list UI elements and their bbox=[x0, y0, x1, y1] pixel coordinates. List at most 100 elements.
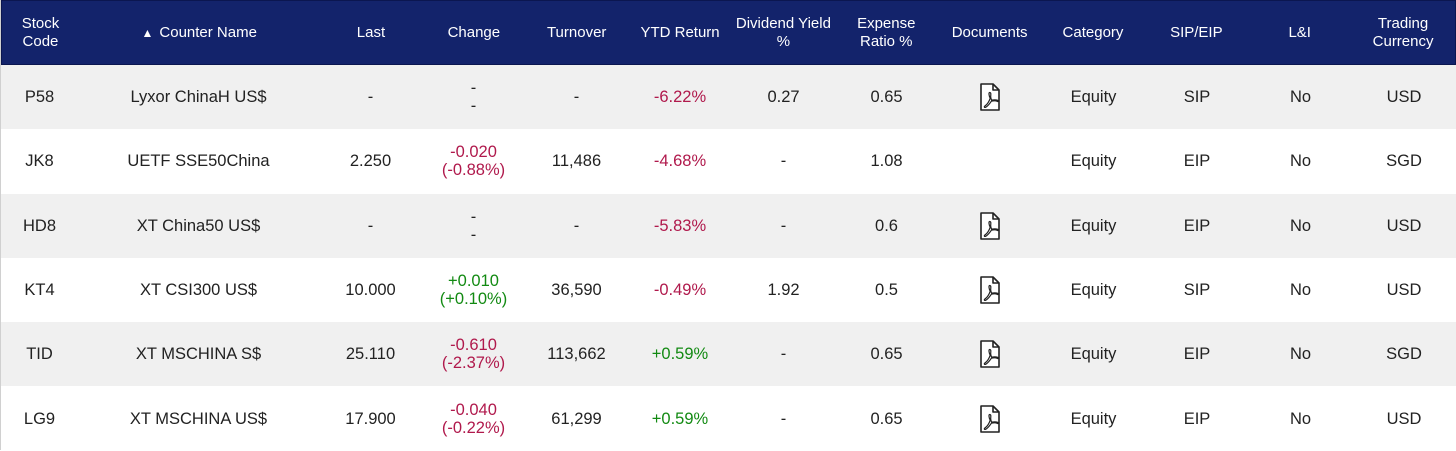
li-cell: No bbox=[1289, 152, 1312, 171]
stock-code-cell[interactable]: TID bbox=[26, 345, 53, 364]
table-body: P58 Lyxor ChinaH US$ - - - - -6.22% 0.27… bbox=[1, 65, 1456, 451]
stock-code-cell[interactable]: HD8 bbox=[22, 216, 56, 235]
pdf-document-icon[interactable] bbox=[978, 340, 1002, 369]
trading-currency-cell: USD bbox=[1386, 88, 1422, 107]
pdf-document-icon[interactable] bbox=[978, 211, 1002, 240]
change-absolute: -0.610 bbox=[450, 336, 497, 355]
documents-cell bbox=[938, 258, 1042, 322]
documents-cell bbox=[938, 322, 1042, 386]
last-price-cell: 2.250 bbox=[349, 152, 392, 171]
header-stock-code[interactable]: Stock Code bbox=[21, 14, 60, 50]
trading-currency-cell: SGD bbox=[1386, 152, 1422, 171]
trading-currency-cell: USD bbox=[1386, 281, 1422, 300]
sip-eip-cell: EIP bbox=[1183, 409, 1211, 428]
change-absolute: - bbox=[470, 207, 477, 226]
pdf-document-icon[interactable] bbox=[978, 404, 1002, 433]
table-row: TID XT MSCHINA S$ 25.110 -0.610 (-2.37%)… bbox=[1, 322, 1456, 387]
expense-ratio-cell: 0.5 bbox=[875, 281, 898, 300]
sip-eip-cell: SIP bbox=[1183, 281, 1211, 300]
header-counter-name[interactable]: ▲ Counter Name bbox=[141, 23, 257, 41]
dividend-yield-cell: - bbox=[780, 345, 787, 364]
li-cell: No bbox=[1289, 345, 1312, 364]
expense-ratio-cell: 0.65 bbox=[870, 345, 903, 364]
header-turnover[interactable]: Turnover bbox=[546, 23, 607, 41]
sip-eip-cell: SIP bbox=[1183, 88, 1211, 107]
stock-code-cell[interactable]: P58 bbox=[24, 88, 55, 107]
counter-name-cell[interactable]: XT CSI300 US$ bbox=[139, 281, 258, 300]
change-cell: - - bbox=[422, 194, 525, 258]
stock-code-cell[interactable]: KT4 bbox=[24, 281, 55, 300]
pdf-document-icon[interactable] bbox=[978, 276, 1002, 304]
change-absolute: - bbox=[470, 79, 477, 98]
stock-code-cell[interactable]: JK8 bbox=[25, 152, 54, 171]
change-percent: (+0.10%) bbox=[439, 290, 508, 309]
expense-ratio-cell: 0.65 bbox=[870, 409, 903, 428]
ytd-return-cell: -6.22% bbox=[653, 88, 707, 107]
counter-name-cell[interactable]: Lyxor ChinaH US$ bbox=[130, 88, 267, 107]
li-cell: No bbox=[1289, 409, 1312, 428]
dividend-yield-cell: - bbox=[780, 409, 787, 428]
documents-cell bbox=[938, 194, 1042, 258]
ytd-return-cell: -0.49% bbox=[653, 281, 707, 300]
table-header: Stock Code ▲ Counter Name Last Change Tur… bbox=[1, 0, 1456, 65]
header-ytd-return[interactable]: YTD Return bbox=[640, 23, 720, 41]
turnover-cell: 61,299 bbox=[551, 409, 602, 428]
change-cell: -0.610 (-2.37%) bbox=[422, 322, 525, 386]
counter-name-cell[interactable]: XT China50 US$ bbox=[136, 216, 261, 235]
expense-ratio-cell: 0.65 bbox=[870, 88, 903, 107]
turnover-cell: 36,590 bbox=[551, 281, 602, 300]
documents-cell bbox=[938, 129, 1042, 193]
turnover-cell: - bbox=[573, 216, 580, 235]
dividend-yield-cell: - bbox=[780, 216, 787, 235]
stock-code-cell[interactable]: LG9 bbox=[23, 409, 56, 428]
header-li[interactable]: L&I bbox=[1288, 23, 1311, 41]
sip-eip-cell: EIP bbox=[1183, 345, 1211, 364]
change-absolute: +0.010 bbox=[448, 272, 499, 291]
category-cell: Equity bbox=[1070, 281, 1117, 300]
header-documents[interactable]: Documents bbox=[951, 23, 1028, 41]
header-expense-ratio[interactable]: Expense Ratio % bbox=[857, 14, 916, 50]
header-category[interactable]: Category bbox=[1062, 23, 1124, 41]
ytd-return-cell: -4.68% bbox=[653, 152, 707, 171]
table-row: HD8 XT China50 US$ - - - - -5.83% - 0.6 … bbox=[1, 193, 1456, 258]
category-cell: Equity bbox=[1070, 88, 1117, 107]
header-dividend-yield[interactable]: Dividend Yield % bbox=[735, 14, 831, 50]
change-absolute: -0.020 bbox=[450, 143, 497, 162]
last-price-cell: 17.900 bbox=[345, 409, 396, 428]
counter-name-cell[interactable]: XT MSCHINA US$ bbox=[129, 409, 268, 428]
documents-cell bbox=[938, 386, 1042, 450]
last-price-cell: 10.000 bbox=[345, 281, 396, 300]
table-row: LG9 XT MSCHINA US$ 17.900 -0.040 (-0.22%… bbox=[1, 386, 1456, 451]
documents-cell bbox=[938, 65, 1042, 129]
counter-name-cell[interactable]: UETF SSE50China bbox=[127, 152, 270, 171]
header-change[interactable]: Change bbox=[447, 23, 501, 41]
header-sip-eip[interactable]: SIP/EIP bbox=[1170, 23, 1223, 41]
turnover-cell: - bbox=[573, 88, 580, 107]
change-percent: (-0.22%) bbox=[441, 418, 506, 437]
change-percent: (-2.37%) bbox=[441, 354, 506, 373]
trading-currency-cell: USD bbox=[1386, 216, 1422, 235]
ytd-return-cell: +0.59% bbox=[651, 345, 709, 364]
trading-currency-cell: USD bbox=[1386, 409, 1422, 428]
sip-eip-cell: EIP bbox=[1183, 216, 1211, 235]
change-percent: - bbox=[470, 97, 477, 116]
counter-name-cell[interactable]: XT MSCHINA S$ bbox=[135, 345, 262, 364]
change-percent: (-0.88%) bbox=[441, 161, 506, 180]
expense-ratio-cell: 0.6 bbox=[875, 216, 898, 235]
dividend-yield-cell: - bbox=[780, 152, 787, 171]
turnover-cell: 11,486 bbox=[551, 152, 602, 171]
change-percent: - bbox=[470, 225, 477, 244]
category-cell: Equity bbox=[1070, 216, 1117, 235]
header-trading-currency[interactable]: Trading Currency bbox=[1372, 14, 1434, 50]
table-row: KT4 XT CSI300 US$ 10.000 +0.010 (+0.10%)… bbox=[1, 257, 1456, 323]
header-last[interactable]: Last bbox=[356, 23, 386, 41]
expense-ratio-cell: 1.08 bbox=[870, 152, 903, 171]
change-cell: - - bbox=[422, 65, 525, 129]
sip-eip-cell: EIP bbox=[1183, 152, 1211, 171]
pdf-document-icon[interactable] bbox=[978, 83, 1002, 111]
turnover-cell: 113,662 bbox=[547, 345, 606, 364]
ytd-return-cell: +0.59% bbox=[651, 409, 709, 428]
table-row: P58 Lyxor ChinaH US$ - - - - -6.22% 0.27… bbox=[1, 65, 1456, 130]
last-price-cell: - bbox=[367, 216, 374, 235]
